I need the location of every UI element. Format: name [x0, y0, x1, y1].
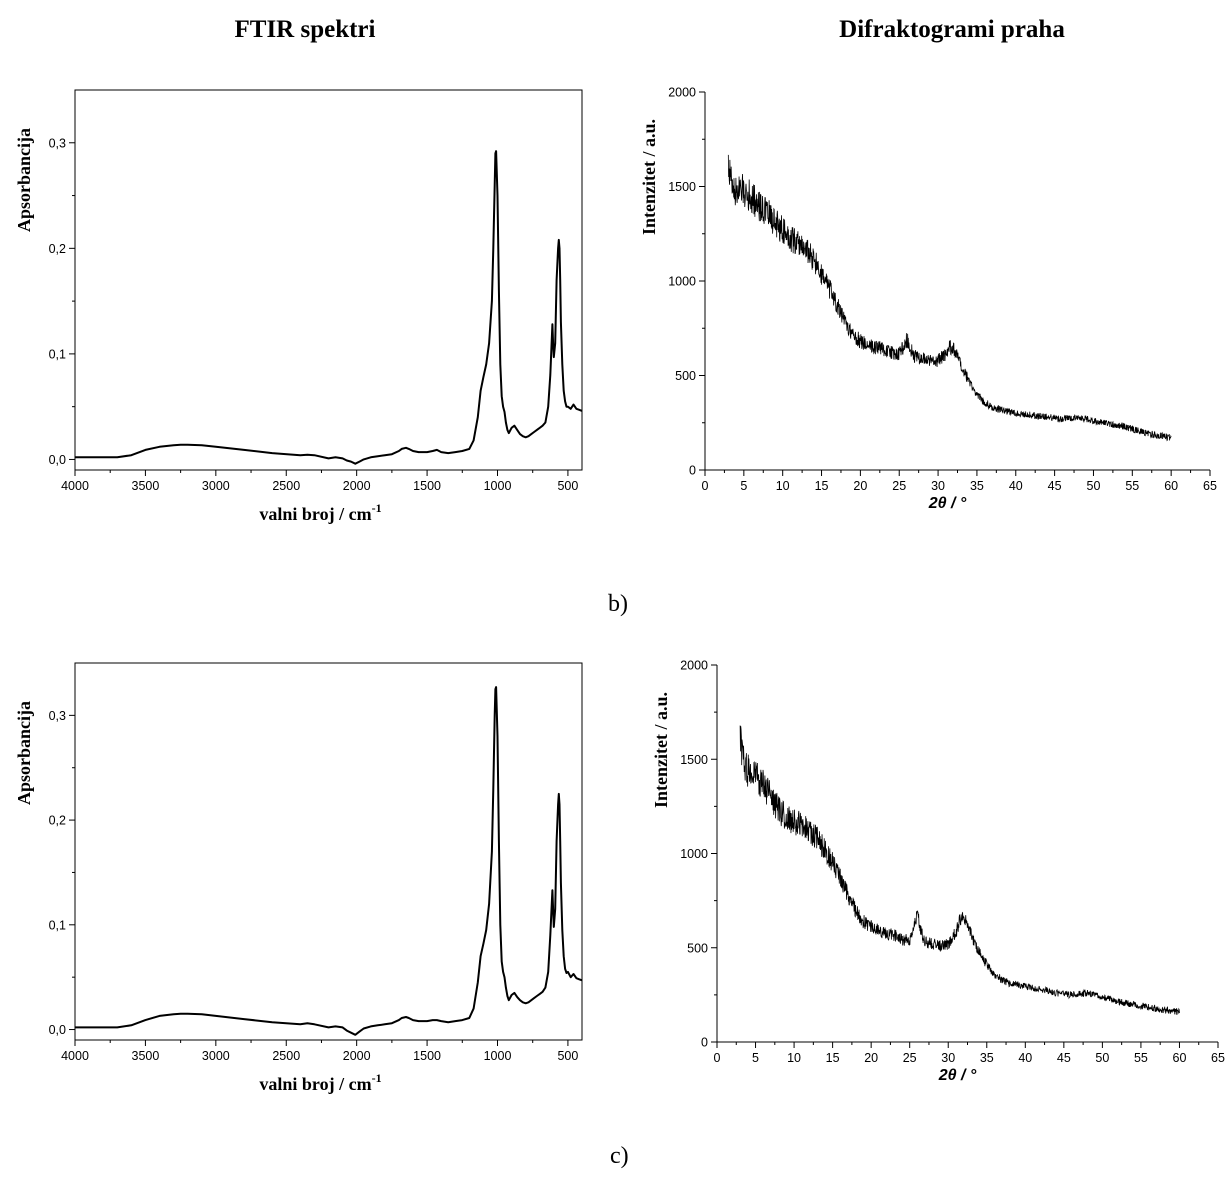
x-tick-label: 35: [980, 1051, 994, 1065]
x-tick-label: 50: [1095, 1051, 1109, 1065]
x-tick-label: 3500: [132, 479, 160, 493]
y-tick-label: 2000: [668, 86, 696, 100]
ftir-column-heading: FTIR spektri: [235, 16, 376, 43]
x-tick-label: 2500: [272, 1049, 300, 1063]
y-tick-label: 2000: [680, 659, 708, 673]
panel-label-c: c): [610, 1143, 629, 1169]
xrd-chart-b: 0 5 10 15 20 25 30 35 40 45 50 55 60 65 0 500 1000 1500 20…: [639, 86, 1217, 513]
x-tick-label: 4000: [61, 479, 89, 493]
y-axis-title: Intenzitet / a.u.: [639, 119, 659, 235]
x-tick-label: 3500: [132, 1049, 160, 1063]
ftir-chart-b: 4000 3500 3000 2500 2000 1500 1000 500 0,0 0,1 0,2…: [14, 89, 583, 524]
x-tick-label: 0: [714, 1051, 721, 1065]
xrd-column-heading: Difraktogrami praha: [839, 16, 1065, 43]
x-tick-label: 35: [970, 479, 984, 493]
x-tick-label: 3000: [202, 1049, 230, 1063]
x-tick-label: 65: [1211, 1051, 1225, 1065]
x-tick-label: 65: [1203, 479, 1217, 493]
x-tick-label: 20: [853, 479, 867, 493]
y-tick-label: 0,0: [49, 1023, 66, 1037]
y-tick-label: 1500: [680, 753, 708, 767]
y-axis-title: Intenzitet / a.u.: [651, 692, 671, 808]
x-tick-label: 1000: [484, 479, 512, 493]
ftir-spectrum-line: [75, 686, 583, 1036]
y-tick-label: 0,3: [49, 136, 66, 150]
x-tick-label: 10: [787, 1051, 801, 1065]
x-tick-label: 500: [557, 479, 578, 493]
x-tick-label: 500: [557, 1049, 578, 1063]
y-axis-title: Apsorbancija: [14, 701, 34, 805]
x-tick-label: 45: [1057, 1051, 1071, 1065]
y-tick-label: 1000: [668, 275, 696, 289]
x-tick-label: 10: [776, 479, 790, 493]
x-tick-label: 50: [1087, 479, 1101, 493]
x-tick-label: 1500: [413, 1049, 441, 1063]
xrd-pattern-line: [727, 154, 1172, 442]
y-tick-label: 500: [687, 941, 708, 955]
x-tick-label: 2000: [343, 1049, 371, 1063]
x-axis-title: 2θ / °: [938, 1067, 977, 1084]
y-axis-title: Apsorbancija: [14, 128, 34, 232]
y-tick-label: 0,1: [49, 347, 66, 361]
x-tick-label: 20: [864, 1051, 878, 1065]
x-tick-label: 40: [1009, 479, 1023, 493]
x-tick-label: 5: [740, 479, 747, 493]
x-axis-title: valni broj / cm-1: [259, 1071, 381, 1094]
y-tick-label: 0: [689, 464, 696, 478]
x-tick-label: 30: [931, 479, 945, 493]
x-tick-label: 55: [1125, 479, 1139, 493]
x-tick-label: 4000: [61, 1049, 89, 1063]
y-tick-label: 0,2: [49, 242, 66, 256]
y-tick-label: 500: [675, 369, 696, 383]
y-tick-label: 0,1: [49, 918, 66, 932]
x-tick-label: 60: [1173, 1051, 1187, 1065]
y-tick-label: 0,0: [49, 453, 66, 467]
y-tick-label: 0,3: [49, 709, 66, 723]
plot-frame: [74, 662, 583, 1041]
x-axis-title-superscript: -1: [372, 1071, 382, 1085]
x-tick-label: 2000: [343, 479, 371, 493]
x-tick-label: 2500: [272, 479, 300, 493]
xrd-chart-c: 0 5 10 15 20 25 30 35 40 45 50 55 60 65 0 500 1000 1500 20…: [651, 659, 1225, 1085]
y-tick-label: 1000: [680, 847, 708, 861]
x-tick-label: 45: [1048, 479, 1062, 493]
x-tick-label: 55: [1134, 1051, 1148, 1065]
x-axis-title: 2θ / °: [928, 495, 967, 512]
x-tick-label: 15: [815, 479, 829, 493]
y-tick-label: 0,2: [49, 814, 66, 828]
x-tick-label: 40: [1018, 1051, 1032, 1065]
x-tick-label: 25: [903, 1051, 917, 1065]
x-tick-label: 1000: [484, 1049, 512, 1063]
x-tick-label: 60: [1164, 479, 1178, 493]
x-tick-label: 5: [752, 1051, 759, 1065]
y-tick-label: 1500: [668, 180, 696, 194]
x-tick-label: 15: [826, 1051, 840, 1065]
x-tick-label: 3000: [202, 479, 230, 493]
x-tick-label: 30: [941, 1051, 955, 1065]
plot-frame: [74, 89, 583, 471]
x-tick-label: 25: [892, 479, 906, 493]
x-tick-label: 1500: [413, 479, 441, 493]
panel-label-b: b): [608, 591, 628, 617]
y-tick-label: 0: [701, 1036, 708, 1050]
x-axis-title-superscript: -1: [372, 501, 382, 515]
ftir-spectrum-line: [75, 150, 583, 465]
xrd-pattern-line: [739, 725, 1180, 1016]
ftir-chart-c: 4000 3500 3000 2500 2000 1500 1000 500 0,0 0,1 0,2…: [14, 662, 583, 1094]
x-tick-label: 0: [702, 479, 709, 493]
x-axis-title: valni broj / cm-1: [259, 501, 381, 524]
